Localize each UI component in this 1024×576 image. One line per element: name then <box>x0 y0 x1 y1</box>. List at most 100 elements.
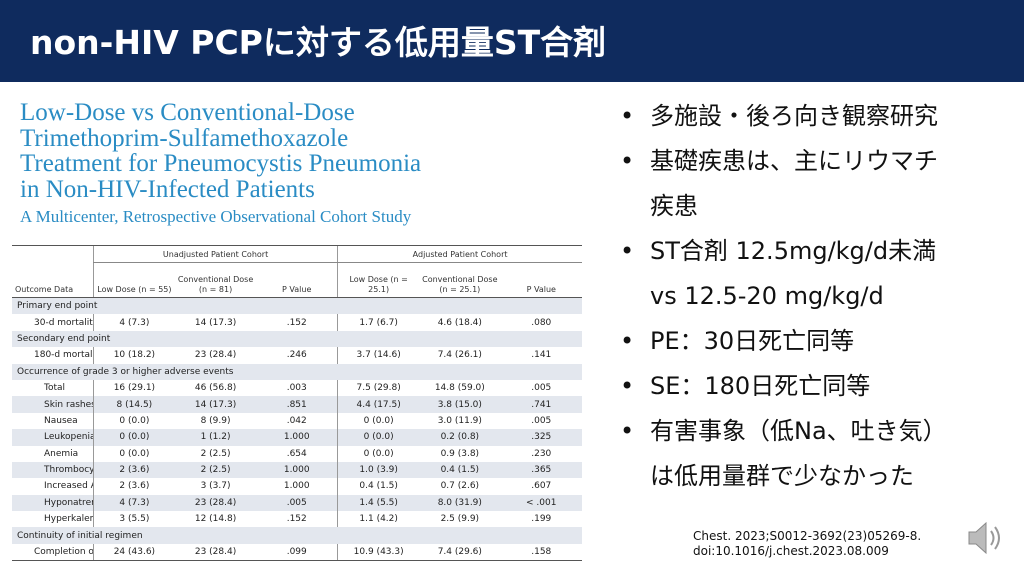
cell: .005 <box>531 383 552 394</box>
cell: 0.2 (0.8) <box>440 432 480 443</box>
column-header: Low Dose (n = 25.1) <box>337 262 420 298</box>
cell: 2 (2.5) <box>200 465 231 476</box>
cell: 12 (14.8) <box>194 514 237 525</box>
cell: 0.4 (1.5) <box>440 465 480 476</box>
paper-title-line: Trimethoprim-Sulfamethoxazole <box>20 124 349 152</box>
row-label: Nausea <box>44 415 78 426</box>
cell: 23 (28.4) <box>194 497 237 508</box>
group-header: Unadjusted Patient Cohort <box>92 245 338 263</box>
section-row: Secondary end point <box>12 330 582 348</box>
column-header: P Value <box>256 262 338 298</box>
cell: 2.5 (9.9) <box>440 514 480 525</box>
paper-title: Low-Dose vs Conventional-Dose Trimethopri… <box>20 100 421 229</box>
cell: .158 <box>500 543 582 562</box>
speaker-icon[interactable] <box>965 518 1007 558</box>
cell: 24 (43.6) <box>92 543 175 562</box>
cell: 14 (17.3) <box>194 399 237 410</box>
column-header: Outcome Data <box>12 262 94 298</box>
cell: .005 <box>286 497 307 508</box>
data-row: 30-d mortality 4 (7.3) 14 (17.3) .152 1.7 (6… <box>12 314 582 331</box>
bullet: SE：180日死亡同等 <box>620 364 960 409</box>
cell: 0 (0.0) <box>337 445 420 462</box>
column-header: Low Dose (n = 55) <box>92 262 175 298</box>
cell: 3.0 (11.9) <box>437 415 482 426</box>
cell: .246 <box>286 350 307 361</box>
paper-title-line: Low-Dose vs Conventional-Dose <box>20 99 355 126</box>
cell: .654 <box>286 448 307 459</box>
data-row: 180-d mortality10 (18.2) 23 (28.4) .246 3.7… <box>12 347 582 364</box>
data-row: Skin rashes 8 (14.5) 14 (17.3) .851 4.4 (17.… <box>12 396 582 413</box>
row-label: Completion of initial treatment <box>12 543 94 562</box>
paper-subtitle: A Multicenter, Retrospective Observation… <box>20 207 412 226</box>
results-table: Unadjusted Patient Cohort Adjusted Patien… <box>12 245 582 562</box>
data-row: Total 16 (29.1) 46 (56.8) .003 7.5 (29.8) 14.… <box>12 379 582 397</box>
cell: 8 (9.9) <box>200 415 231 426</box>
cell: 7.5 (29.8) <box>337 379 420 397</box>
bullet: 基礎疾患は、主にリウマチ疾患 <box>620 139 960 229</box>
cell: .325 <box>531 432 552 443</box>
cell: .741 <box>531 399 552 410</box>
cell: .005 <box>531 415 552 426</box>
cell: 14 (17.3) <box>194 317 237 328</box>
column-header: Conventional Dose (n = 25.1) <box>419 262 501 298</box>
cell: 0.4 (1.5) <box>337 478 420 495</box>
citation-line: Chest. 2023;S0012-3692(23)05269-8. <box>693 529 922 543</box>
bullet: ST合剤 12.5mg/kg/d未満 vs 12.5-20 mg/kg/d <box>620 229 960 319</box>
data-row: Anemia 0 (0.0) 2 (2.5) .654 0 (0.0) 0.9 (3.8)… <box>12 445 582 462</box>
cell: 3.7 (14.6) <box>337 347 420 364</box>
data-row: Completion of initial treatment24 (43.6)… <box>12 543 582 562</box>
cell: .851 <box>286 399 307 410</box>
column-header: P Value <box>500 262 582 298</box>
cell: .080 <box>531 317 552 328</box>
cell: .141 <box>531 350 552 361</box>
cell: .099 <box>256 543 338 562</box>
cell: 4 (7.3) <box>92 314 175 331</box>
cell: 23 (28.4) <box>194 350 237 361</box>
section-row: Occurrence of grade 3 or higher adverse … <box>12 363 582 380</box>
cell: 1.0 (3.9) <box>337 461 420 479</box>
citation: Chest. 2023;S0012-3692(23)05269-8. doi:10… <box>693 529 921 559</box>
bullet-list: 多施設・後ろ向き観察研究基礎疾患は、主にリウマチ疾患ST合剤 12.5mg/kg… <box>620 94 960 499</box>
bullet: 有害事象（低Na、吐き気）は低用量群で少なかった <box>620 409 960 499</box>
row-label: Primary end point <box>17 301 98 312</box>
row-label: Total <box>44 383 66 394</box>
citation-line: doi:10.1016/j.chest.2023.08.009 <box>693 544 889 558</box>
data-row: Hyponatremia4 (7.3) 23 (28.4) .005 1.4 (5.5… <box>12 494 582 512</box>
cell: 0.7 (2.6) <box>440 481 480 492</box>
cell: 0 (0.0) <box>92 429 175 446</box>
cell: 0 (0.0) <box>337 412 420 430</box>
section-row: Primary end point <box>12 297 582 315</box>
cell: 0.9 (3.8) <box>440 448 480 459</box>
group-header: Adjusted Patient Cohort <box>337 245 582 263</box>
cell: .365 <box>531 465 552 476</box>
cell: 1.000 <box>283 432 310 443</box>
row-label: Increased ALT levels <box>44 481 93 492</box>
cell: 0 (0.0) <box>337 429 420 446</box>
cell: 7.4 (26.1) <box>437 350 482 361</box>
data-row: Thrombocytopenia2 (3.6) 2 (2.5) 1.000 1.0 (… <box>12 461 582 479</box>
cell: 23 (28.4) <box>174 543 257 562</box>
title-bar: non-HIV PCPに対する低用量ST合剤 <box>0 0 1024 82</box>
cell: 8.0 (31.9) <box>437 497 482 508</box>
header-blank <box>12 245 94 263</box>
column-header: Conventional Dose (n = 81) <box>174 262 257 298</box>
paper-title-line: Treatment for Pneumocystis Pneumonia <box>20 150 422 177</box>
cell: .230 <box>531 448 552 459</box>
cell: .152 <box>286 514 307 525</box>
cell: 2 (3.6) <box>92 478 175 495</box>
bullet: 多施設・後ろ向き観察研究 <box>620 94 960 139</box>
cell: 1.1 (4.2) <box>337 511 420 528</box>
cell: < .001 <box>526 497 557 508</box>
row-label: Occurrence of grade 3 or higher adverse … <box>17 366 234 377</box>
cell: .152 <box>286 317 307 328</box>
row-label: Hyperkalemia <box>44 514 93 525</box>
cell: 7.4 (29.6) <box>419 543 501 562</box>
cell: 1.7 (6.7) <box>337 314 420 331</box>
row-label: Secondary end point <box>17 333 111 344</box>
column-header-row: Outcome Data Low Dose (n = 55) Conventiona… <box>12 262 582 298</box>
cell: 3 (3.7) <box>200 481 231 492</box>
cell: 3.8 (15.0) <box>437 399 482 410</box>
data-row: Increased ALT levels2 (3.6) 3 (3.7) 1.000 0… <box>12 478 582 495</box>
cell: 46 (56.8) <box>194 383 237 394</box>
